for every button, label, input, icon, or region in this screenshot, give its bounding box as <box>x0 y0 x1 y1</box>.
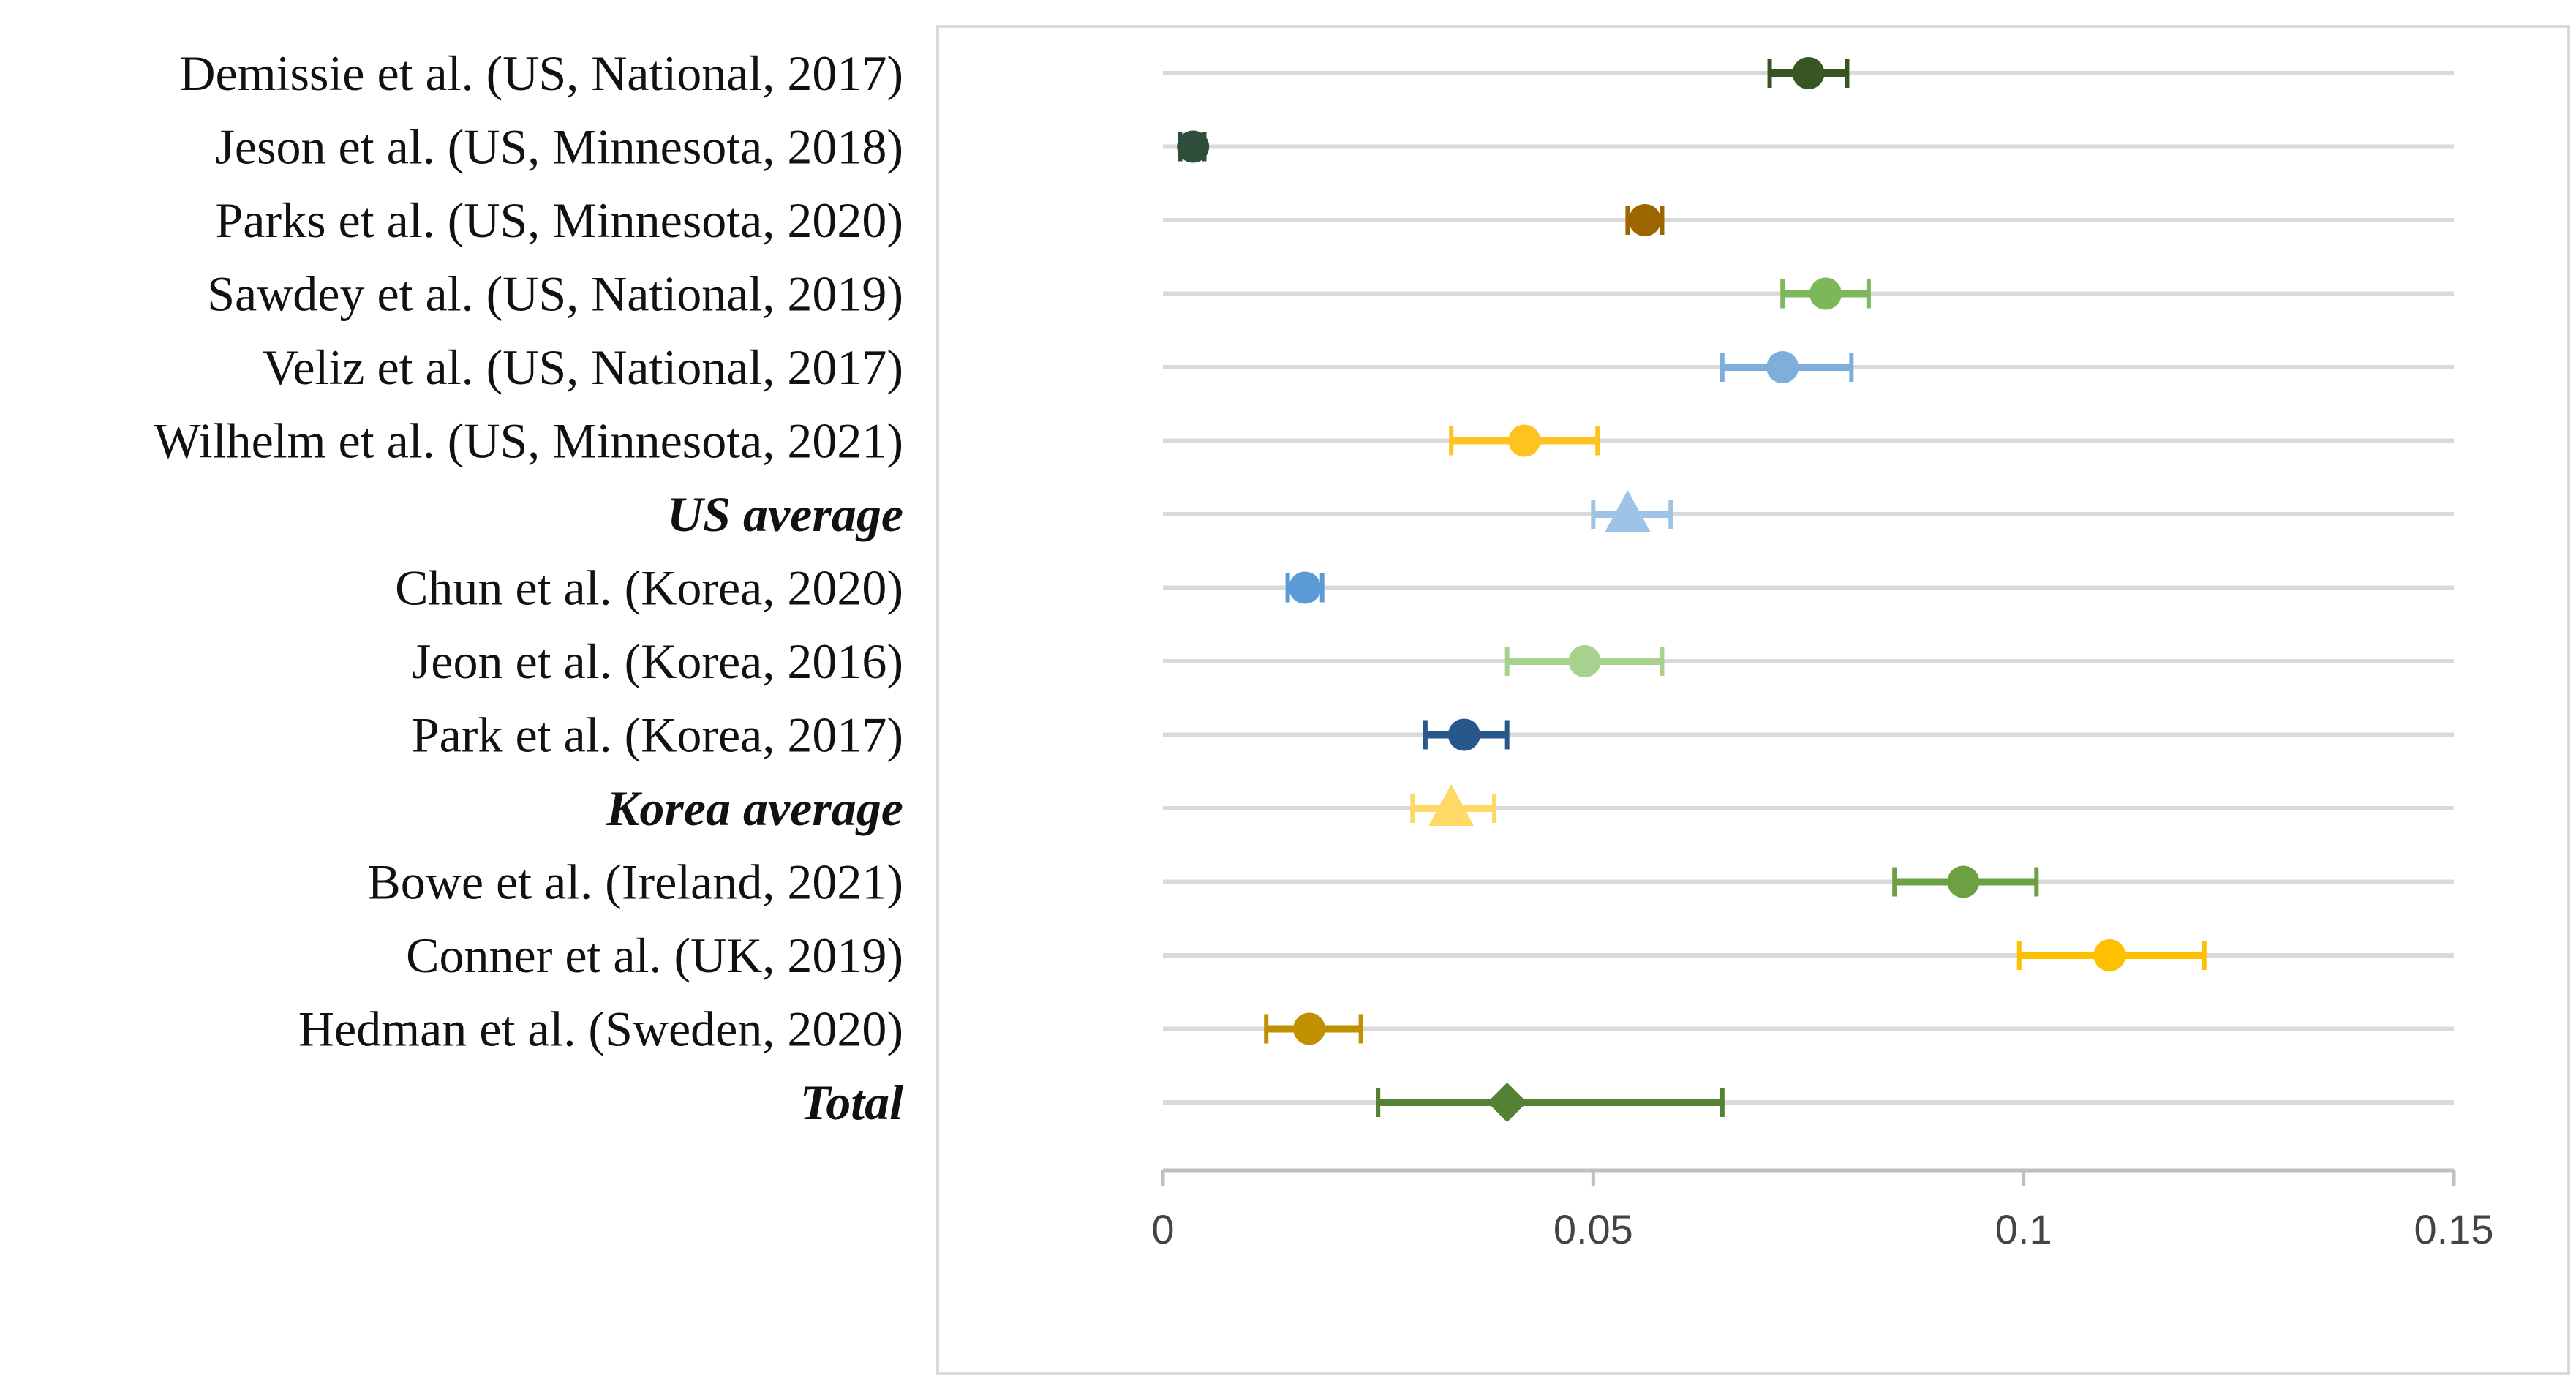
row-label-korea-average: Korea average <box>606 780 903 836</box>
data-marks <box>1177 57 2207 1122</box>
x-tick-label: 0.1 <box>1995 1206 2052 1252</box>
row-marks-park-et-al-korea-2017 <box>1423 718 1510 751</box>
row-label-wilhelm-et-al-us-minnesota-2021: Wilhelm et al. (US, Minnesota, 2021) <box>154 413 903 469</box>
point-estimate-circle <box>1568 645 1601 677</box>
x-axis: 0 0.05 0.1 0.15 <box>1151 1168 2494 1252</box>
row-marks-us-average <box>1591 490 1673 532</box>
row-marks-korea-average <box>1410 784 1497 826</box>
point-estimate-circle <box>1628 204 1661 236</box>
average-triangle <box>1605 490 1651 532</box>
row-marks-jeson-et-al-us-minnesota-2018 <box>1177 130 1210 163</box>
row-marks-sawdey-et-al-us-national-2019 <box>1780 277 1871 310</box>
row-marks-total <box>1376 1083 1725 1122</box>
row-label-parks-et-al-us-minnesota-2020: Parks et al. (US, Minnesota, 2020) <box>215 192 903 248</box>
row-label-veliz-et-al-us-national-2017: Veliz et al. (US, National, 2017) <box>263 339 903 395</box>
row-marks-demissie-et-al-us-national-2017 <box>1767 57 1850 89</box>
point-estimate-circle <box>1809 277 1842 310</box>
point-estimate-circle <box>1766 351 1799 383</box>
row-label-park-et-al-korea-2017: Park et al. (Korea, 2017) <box>412 707 903 763</box>
point-estimate-circle <box>2093 939 2126 971</box>
row-marks-chun-et-al-korea-2020 <box>1285 571 1325 604</box>
row-label-demissie-et-al-us-national-2017: Demissie et al. (US, National, 2017) <box>179 45 903 101</box>
x-tick-label: 0.15 <box>2414 1206 2494 1252</box>
average-triangle <box>1428 784 1475 826</box>
x-tick-label: 0.05 <box>1553 1206 1633 1252</box>
row-labels: Demissie et al. (US, National, 2017) Jeso… <box>154 45 903 1130</box>
row-marks-bowe-et-al-ireland-2021 <box>1892 865 2039 898</box>
grid-layer <box>1163 71 2454 1105</box>
point-estimate-circle <box>1508 424 1541 457</box>
row-label-us-average: US average <box>667 486 903 542</box>
row-marks-wilhelm-et-al-us-minnesota-2021 <box>1449 424 1600 457</box>
point-estimate-circle <box>1447 718 1480 751</box>
row-label-sawdey-et-al-us-national-2019: Sawdey et al. (US, National, 2019) <box>207 266 903 322</box>
row-label-chun-et-al-korea-2020: Chun et al. (Korea, 2020) <box>395 560 903 616</box>
total-diamond <box>1487 1083 1527 1122</box>
row-marks-parks-et-al-us-minnesota-2020 <box>1625 204 1665 236</box>
row-label-jeon-et-al-korea-2016: Jeon et al. (Korea, 2016) <box>412 633 903 689</box>
row-label-total: Total <box>800 1075 903 1130</box>
row-label-conner-et-al-uk-2019: Conner et al. (UK, 2019) <box>406 928 903 983</box>
row-label-jeson-et-al-us-minnesota-2018: Jeson et al. (US, Minnesota, 2018) <box>215 119 903 175</box>
row-marks-hedman-et-al-sweden-2020 <box>1264 1012 1363 1045</box>
point-estimate-circle <box>1792 57 1825 89</box>
point-estimate-circle <box>1177 130 1210 163</box>
row-marks-jeon-et-al-korea-2016 <box>1504 645 1665 677</box>
row-label-bowe-et-al-ireland-2021: Bowe et al. (Ireland, 2021) <box>367 854 903 910</box>
plot-frame <box>936 25 2570 1375</box>
x-tick-label: 0 <box>1151 1206 1174 1252</box>
point-estimate-circle <box>1947 865 1980 898</box>
point-estimate-circle <box>1289 571 1322 604</box>
row-label-hedman-et-al-sweden-2020: Hedman et al. (Sweden, 2020) <box>298 1001 903 1057</box>
row-marks-veliz-et-al-us-national-2017 <box>1720 351 1854 383</box>
point-estimate-circle <box>1293 1012 1326 1045</box>
row-marks-conner-et-al-uk-2019 <box>2016 939 2207 971</box>
